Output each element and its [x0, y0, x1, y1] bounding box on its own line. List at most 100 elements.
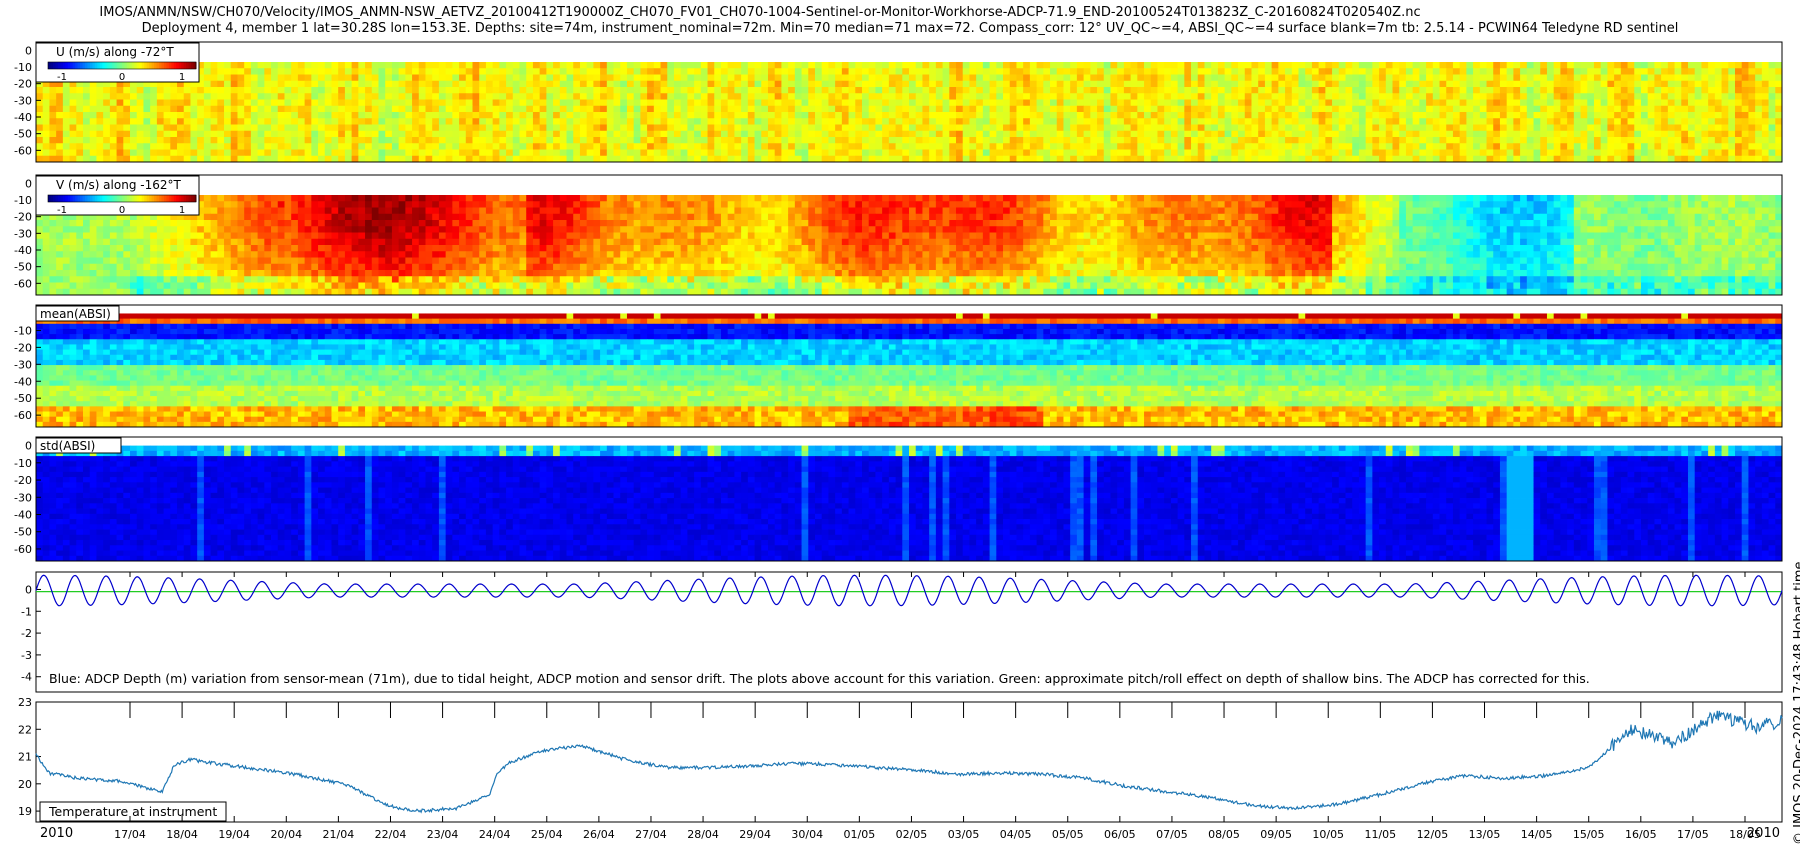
legend-label-p1: U (m/s) along -72°T	[56, 45, 174, 59]
x-tick-label: 28/04	[687, 828, 719, 841]
y-tick-label-p1: -30	[14, 94, 32, 107]
colorbar-tick-label: -1	[57, 72, 67, 83]
depth-annotation: Blue: ADCP Depth (m) variation from sens…	[49, 671, 1590, 686]
x-tick-label: 04/05	[1000, 828, 1032, 841]
panel-frame-6	[35, 701, 1783, 823]
y-tick-label-p1: -50	[14, 128, 32, 141]
y-tick-label-p5: 0	[25, 583, 32, 596]
x-tick-label: 01/05	[844, 828, 876, 841]
y-tick-label-p1: -40	[14, 111, 32, 124]
legend-label-p4: std(ABSI)	[40, 439, 95, 453]
y-tick-label-p2: 0	[25, 177, 32, 190]
colorbar-tick-label: 1	[179, 205, 185, 216]
temperature-label-box: Temperature at instrument	[39, 801, 227, 822]
x-tick-label: 15/05	[1573, 828, 1605, 841]
y-tick-label-p5: -3	[21, 649, 32, 662]
x-tick-label: 25/04	[531, 828, 563, 841]
mean-absi-cells	[36, 313, 1783, 428]
y-tick-label-p2: -30	[14, 227, 32, 240]
copyright-side-label: © IMOS 20-Dec-2024 17:43:48 Hobart time	[1792, 561, 1800, 845]
y-tick-label-p1: -10	[14, 61, 32, 74]
colorbar-tick-label: -1	[57, 205, 67, 216]
x-tick-label: 20/04	[270, 828, 302, 841]
legend-p2: V (m/s) along -162°T -1 0 1	[35, 175, 200, 216]
y-tick-label-p4: -50	[14, 526, 32, 539]
y-tick-label-p3: -40	[14, 375, 32, 388]
x-tick-label: 14/05	[1521, 828, 1553, 841]
y-tick-label-p6: 20	[18, 778, 32, 791]
y-tick-label-p2: -50	[14, 261, 32, 274]
x-tick-label: 29/04	[739, 828, 771, 841]
x-tick-label: 06/05	[1104, 828, 1136, 841]
x-tick-label: 22/04	[375, 828, 407, 841]
v-velocity-cells	[36, 195, 1783, 296]
legend-label-p3: mean(ABSI)	[40, 307, 111, 321]
y-tick-label-p1: 0	[25, 44, 32, 57]
y-tick-label-p6: 19	[18, 805, 32, 818]
y-tick-label-p4: -20	[14, 474, 32, 487]
x-axis-start-label: 2010	[40, 826, 73, 841]
x-tick-label: 02/05	[896, 828, 928, 841]
figure-title-line1: IMOS/ANMN/NSW/CH070/Velocity/IMOS_ANMN-N…	[0, 5, 1660, 20]
x-tick-label: 26/04	[583, 828, 615, 841]
y-tick-label-p5: -1	[21, 605, 32, 618]
x-tick-label: 11/05	[1364, 828, 1396, 841]
y-tick-label-p3: -50	[14, 392, 32, 405]
colorbar-tick-label: 0	[119, 205, 125, 216]
y-tick-label-p1: -20	[14, 78, 32, 91]
y-tick-label-p6: 23	[18, 696, 32, 709]
y-tick-label-p1: -60	[14, 144, 32, 157]
y-tick-label-p2: -10	[14, 194, 32, 207]
x-tick-label: 23/04	[427, 828, 459, 841]
colorbar-tick-label: 0	[119, 72, 125, 83]
y-tick-label-p4: -30	[14, 491, 32, 504]
x-tick-label: 13/05	[1469, 828, 1501, 841]
y-tick-label-p3: -60	[14, 409, 32, 422]
y-tick-label-p4: -10	[14, 457, 32, 470]
legend-p4: std(ABSI)	[35, 437, 122, 454]
y-tick-label-p5: -4	[21, 671, 32, 684]
x-tick-label: 19/04	[218, 828, 250, 841]
u-velocity-cells	[36, 62, 1783, 163]
panel-frame-1	[35, 41, 1783, 163]
x-tick-label: 16/05	[1625, 828, 1657, 841]
legend-p1: U (m/s) along -72°T -1 0 1	[35, 42, 200, 83]
x-tick-label: 18/05	[1729, 828, 1761, 841]
y-tick-label-p3: -30	[14, 358, 32, 371]
x-tick-label: 09/05	[1260, 828, 1292, 841]
y-tick-label-p3: -10	[14, 324, 32, 337]
legend-label-p2: V (m/s) along -162°T	[56, 178, 181, 192]
x-tick-label: 03/05	[948, 828, 980, 841]
y-tick-label-p2: -40	[14, 244, 32, 257]
colorbar-tick-label: 1	[179, 72, 185, 83]
x-tick-label: 17/04	[114, 828, 146, 841]
x-tick-label: 12/05	[1417, 828, 1449, 841]
x-tick-label: 07/05	[1156, 828, 1188, 841]
x-tick-label: 21/04	[323, 828, 355, 841]
y-tick-label-p4: 0	[25, 440, 32, 453]
panel-frame-2	[35, 174, 1783, 296]
y-tick-label-p4: -40	[14, 509, 32, 522]
y-tick-label-p2: -60	[14, 277, 32, 290]
legend-p3: mean(ABSI)	[35, 305, 120, 322]
y-tick-label-p4: -60	[14, 543, 32, 556]
x-tick-label: 05/05	[1052, 828, 1084, 841]
x-tick-label: 17/05	[1677, 828, 1709, 841]
x-tick-label: 27/04	[635, 828, 667, 841]
panel-frame-4	[35, 436, 1783, 562]
figure-title-line2: Deployment 4, member 1 lat=30.28S lon=15…	[10, 21, 1800, 36]
y-tick-label-p5: -2	[21, 627, 32, 640]
x-tick-label: 18/04	[166, 828, 198, 841]
x-axis-end-label: 2010	[1747, 826, 1780, 841]
x-tick-label: 30/04	[791, 828, 823, 841]
y-tick-label-p3: -20	[14, 341, 32, 354]
y-tick-label-p6: 22	[18, 723, 32, 736]
temperature-line	[35, 710, 1783, 814]
x-tick-label: 24/04	[479, 828, 511, 841]
y-tick-label-p2: -20	[14, 211, 32, 224]
temperature-annotation: Temperature at instrument	[48, 804, 217, 819]
x-tick-label: 10/05	[1312, 828, 1344, 841]
std-absi-cells	[36, 445, 1783, 562]
depth-variation-line	[35, 574, 1783, 607]
